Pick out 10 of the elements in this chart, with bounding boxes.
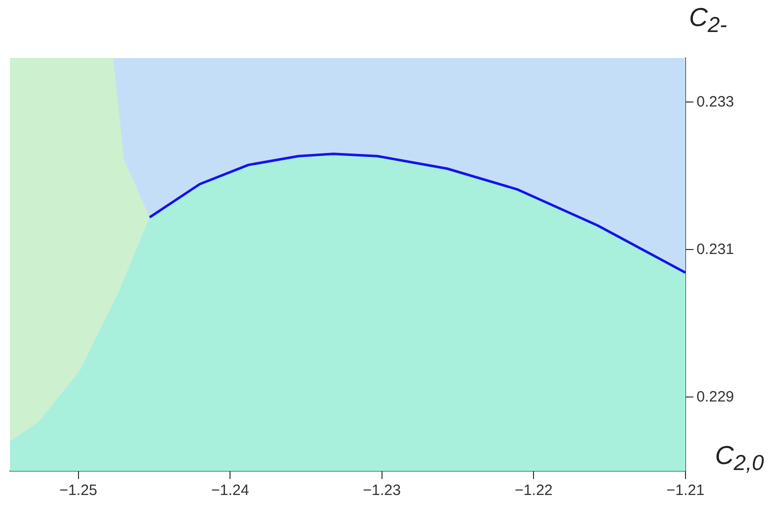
x-tick-label: −1.21 <box>666 482 704 500</box>
x-tick-label: −1.24 <box>211 482 250 500</box>
x-tick-label: −1.23 <box>362 482 401 500</box>
x-tick-label: −1.22 <box>514 482 553 500</box>
x-axis-title: C$_{2,0}$ <box>715 440 764 476</box>
x-tick-label: −1.25 <box>59 482 98 500</box>
y-tick-label: 0.229 <box>696 388 734 406</box>
y-axis-title: C$_{2-}$ <box>688 2 727 38</box>
y-tick-label: 0.231 <box>696 240 734 258</box>
y-tick-label: 0.233 <box>696 93 734 110</box>
